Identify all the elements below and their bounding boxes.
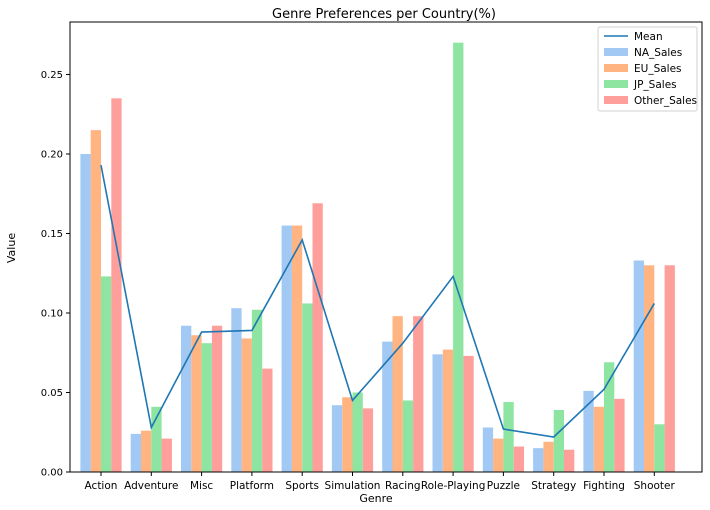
bar-jp-sales-misc — [201, 343, 212, 472]
x-axis: Action Adventure Misc Platform Sports Simulat… — [85, 472, 676, 492]
bar-eu-sales-misc — [191, 335, 202, 472]
y-tick-label: 0.05 — [41, 388, 63, 399]
bar-other-sales-role-playing — [463, 355, 474, 472]
legend-label: EU_Sales — [634, 63, 682, 75]
legend-label: JP_Sales — [633, 79, 677, 91]
bar-na-sales-strategy — [533, 448, 544, 472]
bar-jp-sales-simulation — [352, 392, 363, 472]
bar-eu-sales-strategy — [543, 441, 554, 472]
bar-na-sales-misc — [181, 325, 192, 472]
bars-layer — [80, 42, 675, 473]
bar-na-sales-simulation — [331, 405, 343, 472]
bar-eu-sales-racing — [392, 316, 403, 472]
legend-label: NA_Sales — [634, 47, 682, 59]
plot-frame — [69, 21, 703, 473]
bar-eu-sales-puzzle — [493, 438, 504, 472]
bar-eu-sales-adventure — [141, 430, 152, 472]
bar-other-sales-fighting — [614, 398, 625, 472]
bar-other-sales-strategy — [564, 449, 575, 472]
x-tick-label: Fighting — [583, 480, 625, 492]
bar-eu-sales-platform — [241, 338, 252, 472]
bar-eu-sales-action — [90, 130, 101, 473]
bar-other-sales-simulation — [362, 408, 374, 472]
bar-na-sales-racing — [382, 341, 393, 472]
legend-swatch-other-sales — [604, 96, 628, 104]
bar-other-sales-puzzle — [513, 446, 524, 472]
bar-eu-sales-shooter — [644, 265, 655, 472]
bar-na-sales-role-playing — [432, 354, 443, 472]
y-tick-label: 0.15 — [41, 229, 63, 240]
y-tick-label: 0.00 — [41, 468, 63, 479]
y-axis-label: Value — [5, 233, 18, 263]
legend: Mean NA_Sales EU_Sales JP_Sales Other_Sales — [597, 26, 698, 112]
bar-jp-sales-platform — [251, 309, 263, 472]
bar-na-sales-sports — [281, 225, 292, 472]
bar-jp-sales-sports — [302, 303, 313, 472]
legend-swatch-jp-sales — [604, 80, 628, 88]
bar-other-sales-action — [111, 98, 122, 473]
bar-jp-sales-role-playing — [453, 42, 464, 472]
y-tick-label: 0.20 — [41, 149, 63, 160]
legend-label: Other_Sales — [634, 95, 697, 107]
y-axis: 0.00 0.05 0.10 0.15 0.20 0.25 — [41, 70, 70, 479]
bar-jp-sales-puzzle — [503, 402, 514, 472]
bar-eu-sales-role-playing — [442, 349, 454, 472]
x-tick-label: Action — [85, 480, 118, 492]
bar-other-sales-platform — [262, 368, 273, 472]
mean-line-layer — [100, 164, 655, 438]
bar-jp-sales-strategy — [553, 409, 564, 472]
legend-label: Mean — [634, 31, 663, 43]
bar-jp-sales-racing — [402, 400, 414, 472]
y-tick-label: 0.25 — [41, 70, 63, 81]
bar-other-sales-shooter — [664, 265, 675, 472]
bar-na-sales-action — [80, 153, 91, 472]
bar-eu-sales-simulation — [342, 397, 353, 472]
x-tick-label: Shooter — [634, 480, 676, 492]
x-tick-label: Racing — [385, 480, 421, 492]
bar-na-sales-shooter — [633, 260, 644, 472]
mean-line — [100, 164, 655, 438]
y-tick-label: 0.10 — [41, 308, 63, 319]
bar-other-sales-racing — [413, 316, 424, 472]
x-axis-label: Genre — [359, 492, 393, 505]
bar-other-sales-misc — [211, 325, 223, 472]
bar-jp-sales-adventure — [151, 406, 162, 472]
x-tick-label: Strategy — [531, 480, 576, 492]
x-tick-label: Adventure — [124, 480, 178, 492]
bar-jp-sales-fighting — [604, 362, 615, 472]
chart-title: Genre Preferences per Country(%) — [272, 7, 496, 22]
bar-na-sales-platform — [231, 308, 242, 472]
bar-na-sales-adventure — [130, 433, 141, 472]
bar-eu-sales-sports — [291, 225, 303, 472]
bar-na-sales-fighting — [583, 390, 594, 472]
bar-other-sales-sports — [312, 203, 323, 472]
x-tick-label: Simulation — [325, 480, 381, 492]
x-tick-label: Puzzle — [487, 480, 520, 492]
bar-other-sales-adventure — [161, 438, 172, 472]
x-tick-label: Platform — [230, 480, 274, 492]
legend-swatch-eu-sales — [604, 64, 628, 72]
x-tick-label: Sports — [285, 480, 319, 492]
bar-jp-sales-action — [101, 276, 112, 472]
x-tick-label: Misc — [190, 480, 213, 492]
bar-eu-sales-fighting — [593, 406, 604, 472]
legend-swatch-na-sales — [604, 48, 628, 56]
x-tick-label: Role-Playing — [421, 480, 486, 492]
bar-jp-sales-shooter — [654, 424, 665, 472]
bar-na-sales-puzzle — [482, 427, 494, 472]
